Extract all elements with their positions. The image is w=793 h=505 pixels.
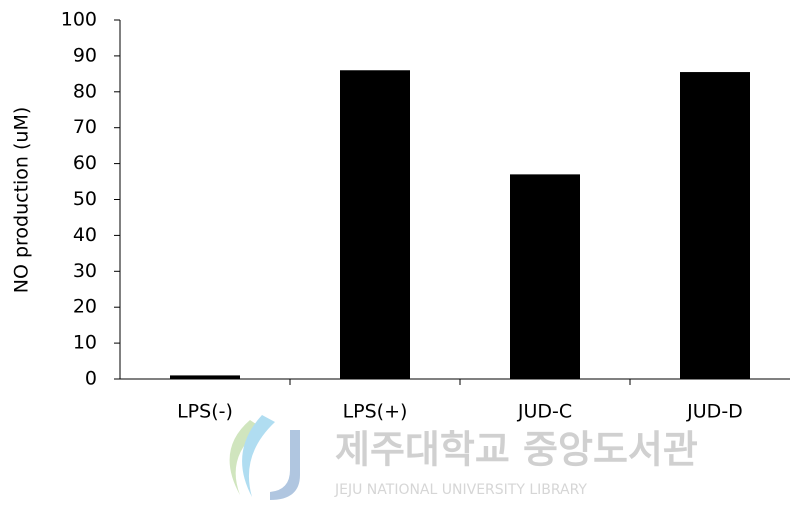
watermark-subtitle: JEJU NATIONAL UNIVERSITY LIBRARY — [334, 482, 587, 498]
y-axis-label: NO production (uM) — [11, 107, 33, 294]
bar — [170, 375, 240, 379]
x-tick-label: LPS(+) — [343, 401, 408, 423]
y-tick-label: 60 — [73, 152, 97, 174]
watermark-title: 제주대학교 중앙도서관 — [335, 428, 698, 472]
y-tick-label: 40 — [73, 224, 97, 246]
y-tick-label: 50 — [73, 188, 97, 210]
x-tick-label: LPS(-) — [177, 401, 233, 423]
y-tick-label: 10 — [73, 332, 97, 354]
y-tick-label: 30 — [73, 260, 97, 282]
y-tick-label: 80 — [73, 80, 97, 102]
bar — [680, 72, 750, 380]
x-tick-label: JUD-C — [517, 401, 572, 423]
watermark-logo — [229, 415, 300, 500]
bar — [510, 174, 580, 379]
y-tick-label: 0 — [85, 368, 97, 390]
y-tick-label: 90 — [73, 44, 97, 66]
y-tick-label: 20 — [73, 296, 97, 318]
bar — [340, 70, 410, 379]
y-tick-label: 100 — [61, 9, 97, 31]
y-tick-label: 70 — [73, 116, 97, 138]
x-tick-label: JUD-D — [686, 401, 743, 423]
